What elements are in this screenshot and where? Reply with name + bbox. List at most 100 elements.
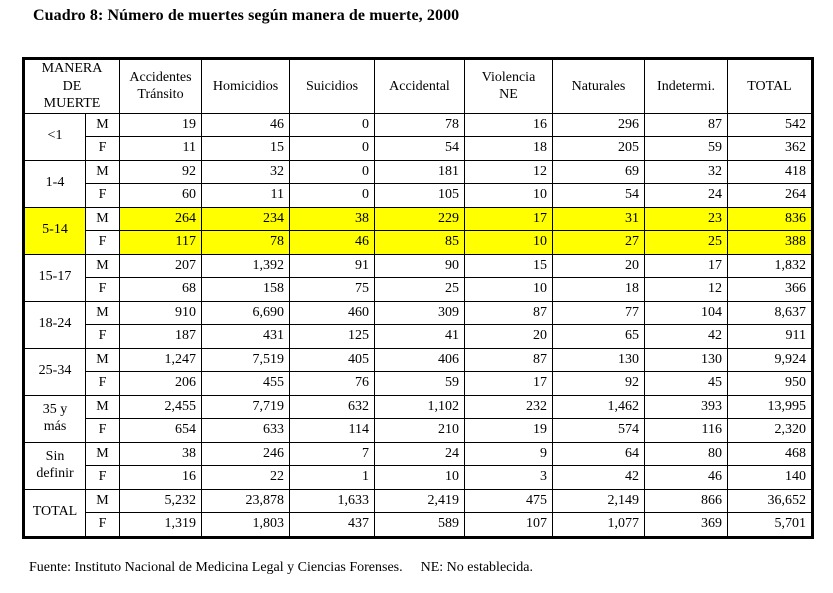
data-cell: 54: [374, 136, 465, 161]
table-row: F 206 455 76 59 17 92 45 950: [24, 371, 813, 396]
data-cell: 92: [552, 371, 645, 396]
data-cell: 130: [644, 347, 728, 372]
column-header: Violencia NE: [464, 58, 553, 114]
data-cell: 460: [289, 300, 375, 325]
data-cell: 10: [464, 277, 553, 302]
data-cell: 23: [644, 206, 728, 231]
data-cell: 2,455: [119, 394, 202, 419]
data-cell: 1,102: [374, 394, 465, 419]
data-cell: 20: [552, 253, 645, 278]
age-group-label: 35 y más: [23, 394, 86, 443]
data-cell: 207: [119, 253, 202, 278]
sex-label: F: [85, 183, 120, 208]
data-cell: 388: [727, 230, 813, 255]
data-cell: 654: [119, 418, 202, 443]
data-cell: 468: [727, 441, 813, 466]
sex-label: F: [85, 277, 120, 302]
data-cell: 107: [464, 512, 553, 538]
data-cell: 22: [201, 465, 290, 490]
data-cell: 54: [552, 183, 645, 208]
data-cell: 264: [119, 206, 202, 231]
data-cell: 64: [552, 441, 645, 466]
data-cell: 910: [119, 300, 202, 325]
sex-label: M: [85, 347, 120, 372]
column-header: Accidental: [374, 58, 465, 114]
age-group-label: 1-4: [23, 159, 86, 208]
data-cell: 437: [289, 512, 375, 538]
column-header: Accidentes Tránsito: [119, 58, 202, 114]
data-cell: 78: [201, 230, 290, 255]
data-cell: 17: [644, 253, 728, 278]
footer-note: Fuente: Instituto Nacional de Medicina L…: [29, 560, 533, 576]
data-cell: 31: [552, 206, 645, 231]
sex-label: M: [85, 159, 120, 184]
data-cell: 0: [289, 112, 375, 137]
age-group-label: 18-24: [23, 300, 86, 349]
data-cell: 80: [644, 441, 728, 466]
data-cell: 116: [644, 418, 728, 443]
data-cell: 59: [374, 371, 465, 396]
data-cell: 1,077: [552, 512, 645, 538]
sex-label: M: [85, 300, 120, 325]
data-cell: 405: [289, 347, 375, 372]
data-cell: 309: [374, 300, 465, 325]
ne-note-text: NE: No establecida.: [420, 560, 533, 575]
data-cell: 10: [464, 183, 553, 208]
table-row: <1 M 19 46 0 78 16 296 87 542: [23, 112, 813, 161]
data-cell: 12: [464, 159, 553, 184]
data-cell: 16: [119, 465, 202, 490]
data-cell: 393: [644, 394, 728, 419]
sex-label: M: [85, 488, 120, 513]
sex-label: F: [85, 230, 120, 255]
data-cell: 246: [201, 441, 290, 466]
data-cell: 369: [644, 512, 728, 538]
data-cell: 17: [464, 206, 553, 231]
data-cell: 105: [374, 183, 465, 208]
data-cell: 69: [552, 159, 645, 184]
data-cell: 187: [119, 324, 202, 349]
data-cell: 542: [727, 112, 813, 137]
data-cell: 23,878: [201, 488, 290, 513]
header-row: MANERA DE MUERTE Accidentes Tránsito Homi…: [23, 58, 813, 114]
sex-label: M: [85, 441, 120, 466]
corner-header: MANERA DE MUERTE: [23, 58, 120, 114]
data-cell: 0: [289, 159, 375, 184]
data-cell: 114: [289, 418, 375, 443]
sex-label: F: [85, 371, 120, 396]
data-cell: 46: [289, 230, 375, 255]
sex-label: M: [85, 112, 120, 137]
data-cell: 76: [289, 371, 375, 396]
table-row: 35 y más M 2,455 7,719 632 1,102 232 1,462 393 13…: [23, 394, 813, 443]
age-group-label: 15-17: [23, 253, 86, 302]
data-cell: 24: [374, 441, 465, 466]
data-cell: 19: [464, 418, 553, 443]
data-cell: 16: [464, 112, 553, 137]
data-cell: 836: [727, 206, 813, 231]
table-row: F 16 22 1 10 3 42 46 140: [24, 465, 813, 490]
data-cell: 7,519: [201, 347, 290, 372]
data-cell: 45: [644, 371, 728, 396]
data-cell: 11: [119, 136, 202, 161]
data-cell: 46: [644, 465, 728, 490]
data-cell: 0: [289, 136, 375, 161]
table-row: 15-17 M 207 1,392 91 90 15 20 17 1,832: [23, 253, 813, 302]
data-cell: 210: [374, 418, 465, 443]
table-row: 18-24 M 910 6,690 460 309 87 77 104 8,637: [23, 300, 813, 349]
page-title: Cuadro 8: Número de muertes según manera…: [33, 7, 460, 24]
table-row: F 654 633 114 210 19 574 116 2,320: [24, 418, 813, 443]
data-cell: 366: [727, 277, 813, 302]
data-cell: 633: [201, 418, 290, 443]
data-cell: 140: [727, 465, 813, 490]
sex-label: F: [85, 324, 120, 349]
table-row: F 117 78 46 85 10 27 25 388: [24, 230, 813, 255]
data-cell: 9: [464, 441, 553, 466]
column-header: Suicidios: [289, 58, 375, 114]
data-cell: 11: [201, 183, 290, 208]
data-cell: 2,320: [727, 418, 813, 443]
data-cell: 87: [644, 112, 728, 137]
data-cell: 158: [201, 277, 290, 302]
data-cell: 19: [119, 112, 202, 137]
sex-label: F: [85, 512, 120, 538]
data-cell: 234: [201, 206, 290, 231]
